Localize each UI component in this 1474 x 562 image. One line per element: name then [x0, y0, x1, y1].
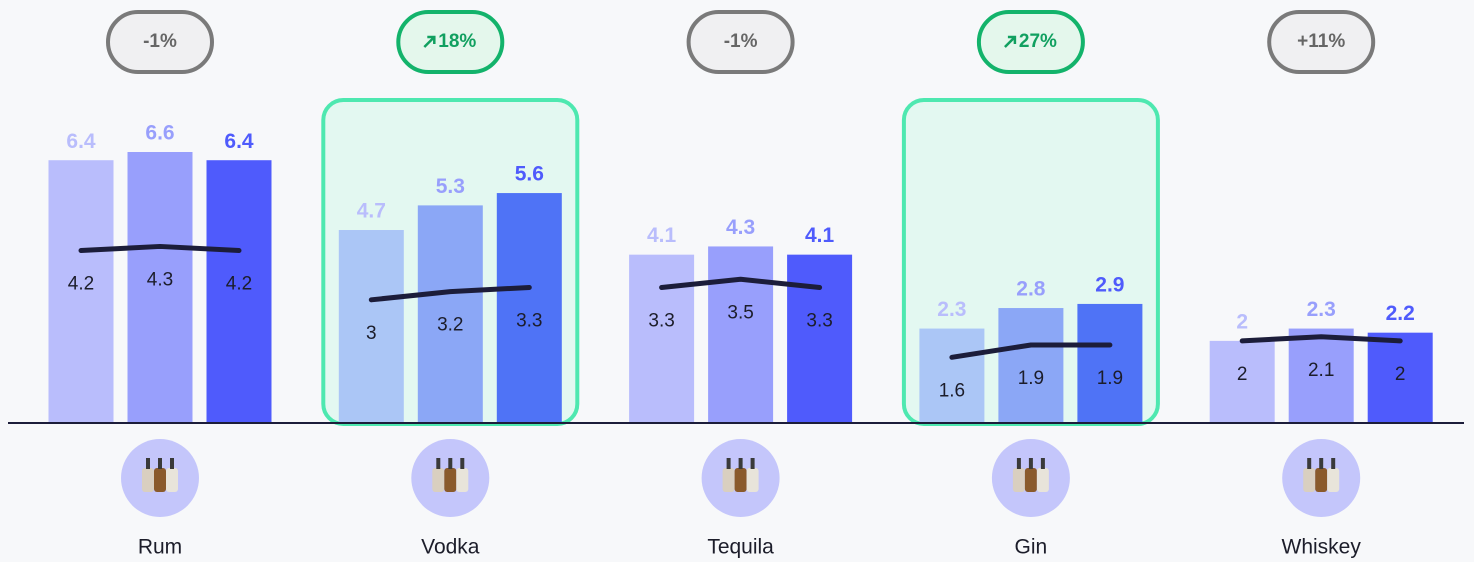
line-value-label: 4.3: [147, 269, 173, 290]
bottle-neck: [1041, 458, 1045, 469]
chart: -1% 6.4 6.6 6.4 4.2 4.3 4.2 Rum 18% 4.7 5.3 5.6 3 3.2…: [0, 0, 1474, 562]
bottle-neck: [1331, 458, 1335, 469]
bottle-neck: [170, 458, 174, 469]
bar-value-label: 4.3: [726, 216, 755, 239]
bottle: [142, 468, 154, 492]
bottle-neck: [751, 458, 755, 469]
bottle-neck: [158, 458, 162, 469]
bottle-neck: [727, 458, 731, 469]
bottle: [735, 468, 747, 492]
bottle: [166, 468, 178, 492]
bar-value-label: 2.3: [937, 298, 966, 321]
category-label: Tequila: [707, 536, 774, 559]
line-value-label: 4.2: [226, 274, 252, 295]
bar: [708, 246, 773, 423]
bar-value-label: 5.6: [515, 163, 544, 186]
bottle: [723, 468, 735, 492]
bar: [629, 255, 694, 423]
bar: [919, 329, 984, 423]
bar: [787, 255, 852, 423]
bottle: [154, 468, 166, 492]
bar-value-label: 5.3: [436, 175, 465, 198]
bottle: [1025, 468, 1037, 492]
line-value-label: 3.2: [437, 315, 463, 336]
bar: [497, 193, 562, 423]
line-value-label: 3.3: [648, 311, 674, 332]
line-value-label: 2: [1237, 364, 1248, 385]
bottle-neck: [1307, 458, 1311, 469]
bar-value-label: 4.1: [647, 224, 677, 247]
bar-value-label: 2.9: [1095, 273, 1124, 296]
bottle-neck: [460, 458, 464, 469]
bottle-neck: [739, 458, 743, 469]
bottle: [1315, 468, 1327, 492]
line-value-label: 1.9: [1018, 368, 1044, 389]
bottle-neck: [1017, 458, 1021, 469]
line-value-label: 3.3: [516, 311, 542, 332]
bottle-neck: [1029, 458, 1033, 469]
bottle: [456, 468, 468, 492]
category-label: Vodka: [421, 536, 480, 559]
bottle-neck: [436, 458, 440, 469]
line-value-label: 4.2: [68, 274, 94, 295]
bar-value-label: 6.4: [66, 130, 96, 153]
bottle: [1303, 468, 1315, 492]
badge-label: -1%: [143, 31, 177, 52]
bar-value-label: 2.2: [1386, 302, 1415, 325]
bottle: [747, 468, 759, 492]
bar-value-label: 4.1: [805, 224, 835, 247]
badge-label: +11%: [1297, 31, 1345, 52]
bottle: [1327, 468, 1339, 492]
line-value-label: 1.6: [939, 380, 965, 401]
bottle: [1037, 468, 1049, 492]
bar-value-label: 4.7: [357, 200, 386, 223]
bottle: [432, 468, 444, 492]
category-label: Rum: [138, 536, 182, 559]
bar: [998, 308, 1063, 423]
line-value-label: 3.3: [806, 311, 832, 332]
bottle: [444, 468, 456, 492]
line-value-label: 2: [1395, 364, 1406, 385]
category-label: Whiskey: [1282, 536, 1362, 559]
bottle-neck: [448, 458, 452, 469]
badge-label: -1%: [724, 31, 758, 52]
bar-value-label: 2.8: [1016, 278, 1046, 301]
bottle-neck: [146, 458, 150, 469]
bar-value-label: 6.4: [224, 130, 254, 153]
line-value-label: 2.1: [1308, 360, 1334, 381]
category-label: Gin: [1015, 536, 1048, 559]
bar-value-label: 6.6: [145, 122, 174, 145]
line-value-label: 3.5: [727, 302, 753, 323]
bar: [1077, 304, 1142, 423]
line-value-label: 3: [366, 323, 377, 344]
badge-label: 27%: [1019, 31, 1057, 52]
bar-value-label: 2: [1236, 310, 1248, 333]
bottle: [1013, 468, 1025, 492]
bottle-neck: [1319, 458, 1323, 469]
line-value-label: 1.9: [1097, 368, 1123, 389]
bar-value-label: 2.3: [1307, 298, 1336, 321]
badge-label: 18%: [438, 31, 476, 52]
